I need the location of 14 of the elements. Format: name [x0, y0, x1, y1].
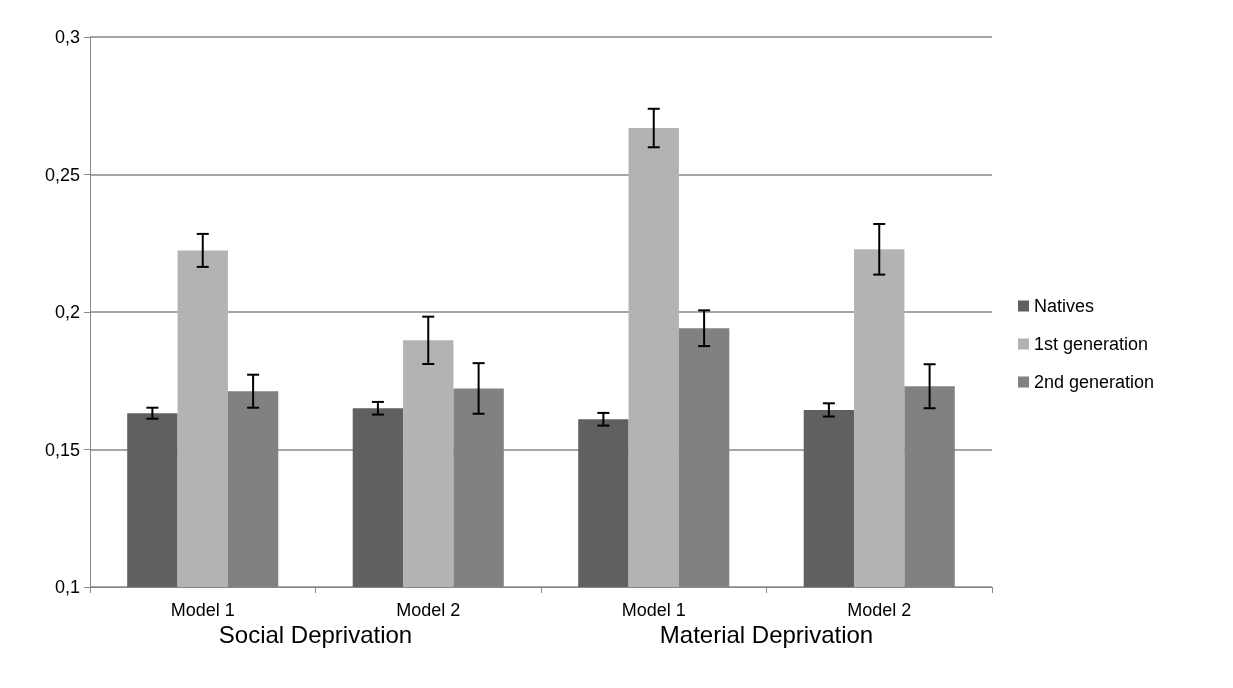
y-tick-label: 0,1 [54, 577, 80, 597]
x-tick-label: Model 1 [621, 600, 686, 620]
x-tick-label: Model 2 [396, 600, 461, 620]
y-tick-label: 0,25 [44, 164, 80, 185]
x-tick-label: Model 2 [847, 600, 912, 620]
legend-label: Natives [1034, 296, 1095, 316]
text: Material Deprivation [659, 620, 874, 648]
x-tick-label: Model 1 [170, 600, 235, 620]
text: Social Deprivation [218, 620, 413, 648]
y-tick-label: 0,2 [54, 302, 80, 322]
y-tick-label: 0,3 [54, 27, 80, 47]
legend-label: 2nd generation [1034, 372, 1155, 392]
y-tick-label: 0,15 [44, 439, 80, 460]
legend-label: 1st generation [1034, 334, 1149, 354]
